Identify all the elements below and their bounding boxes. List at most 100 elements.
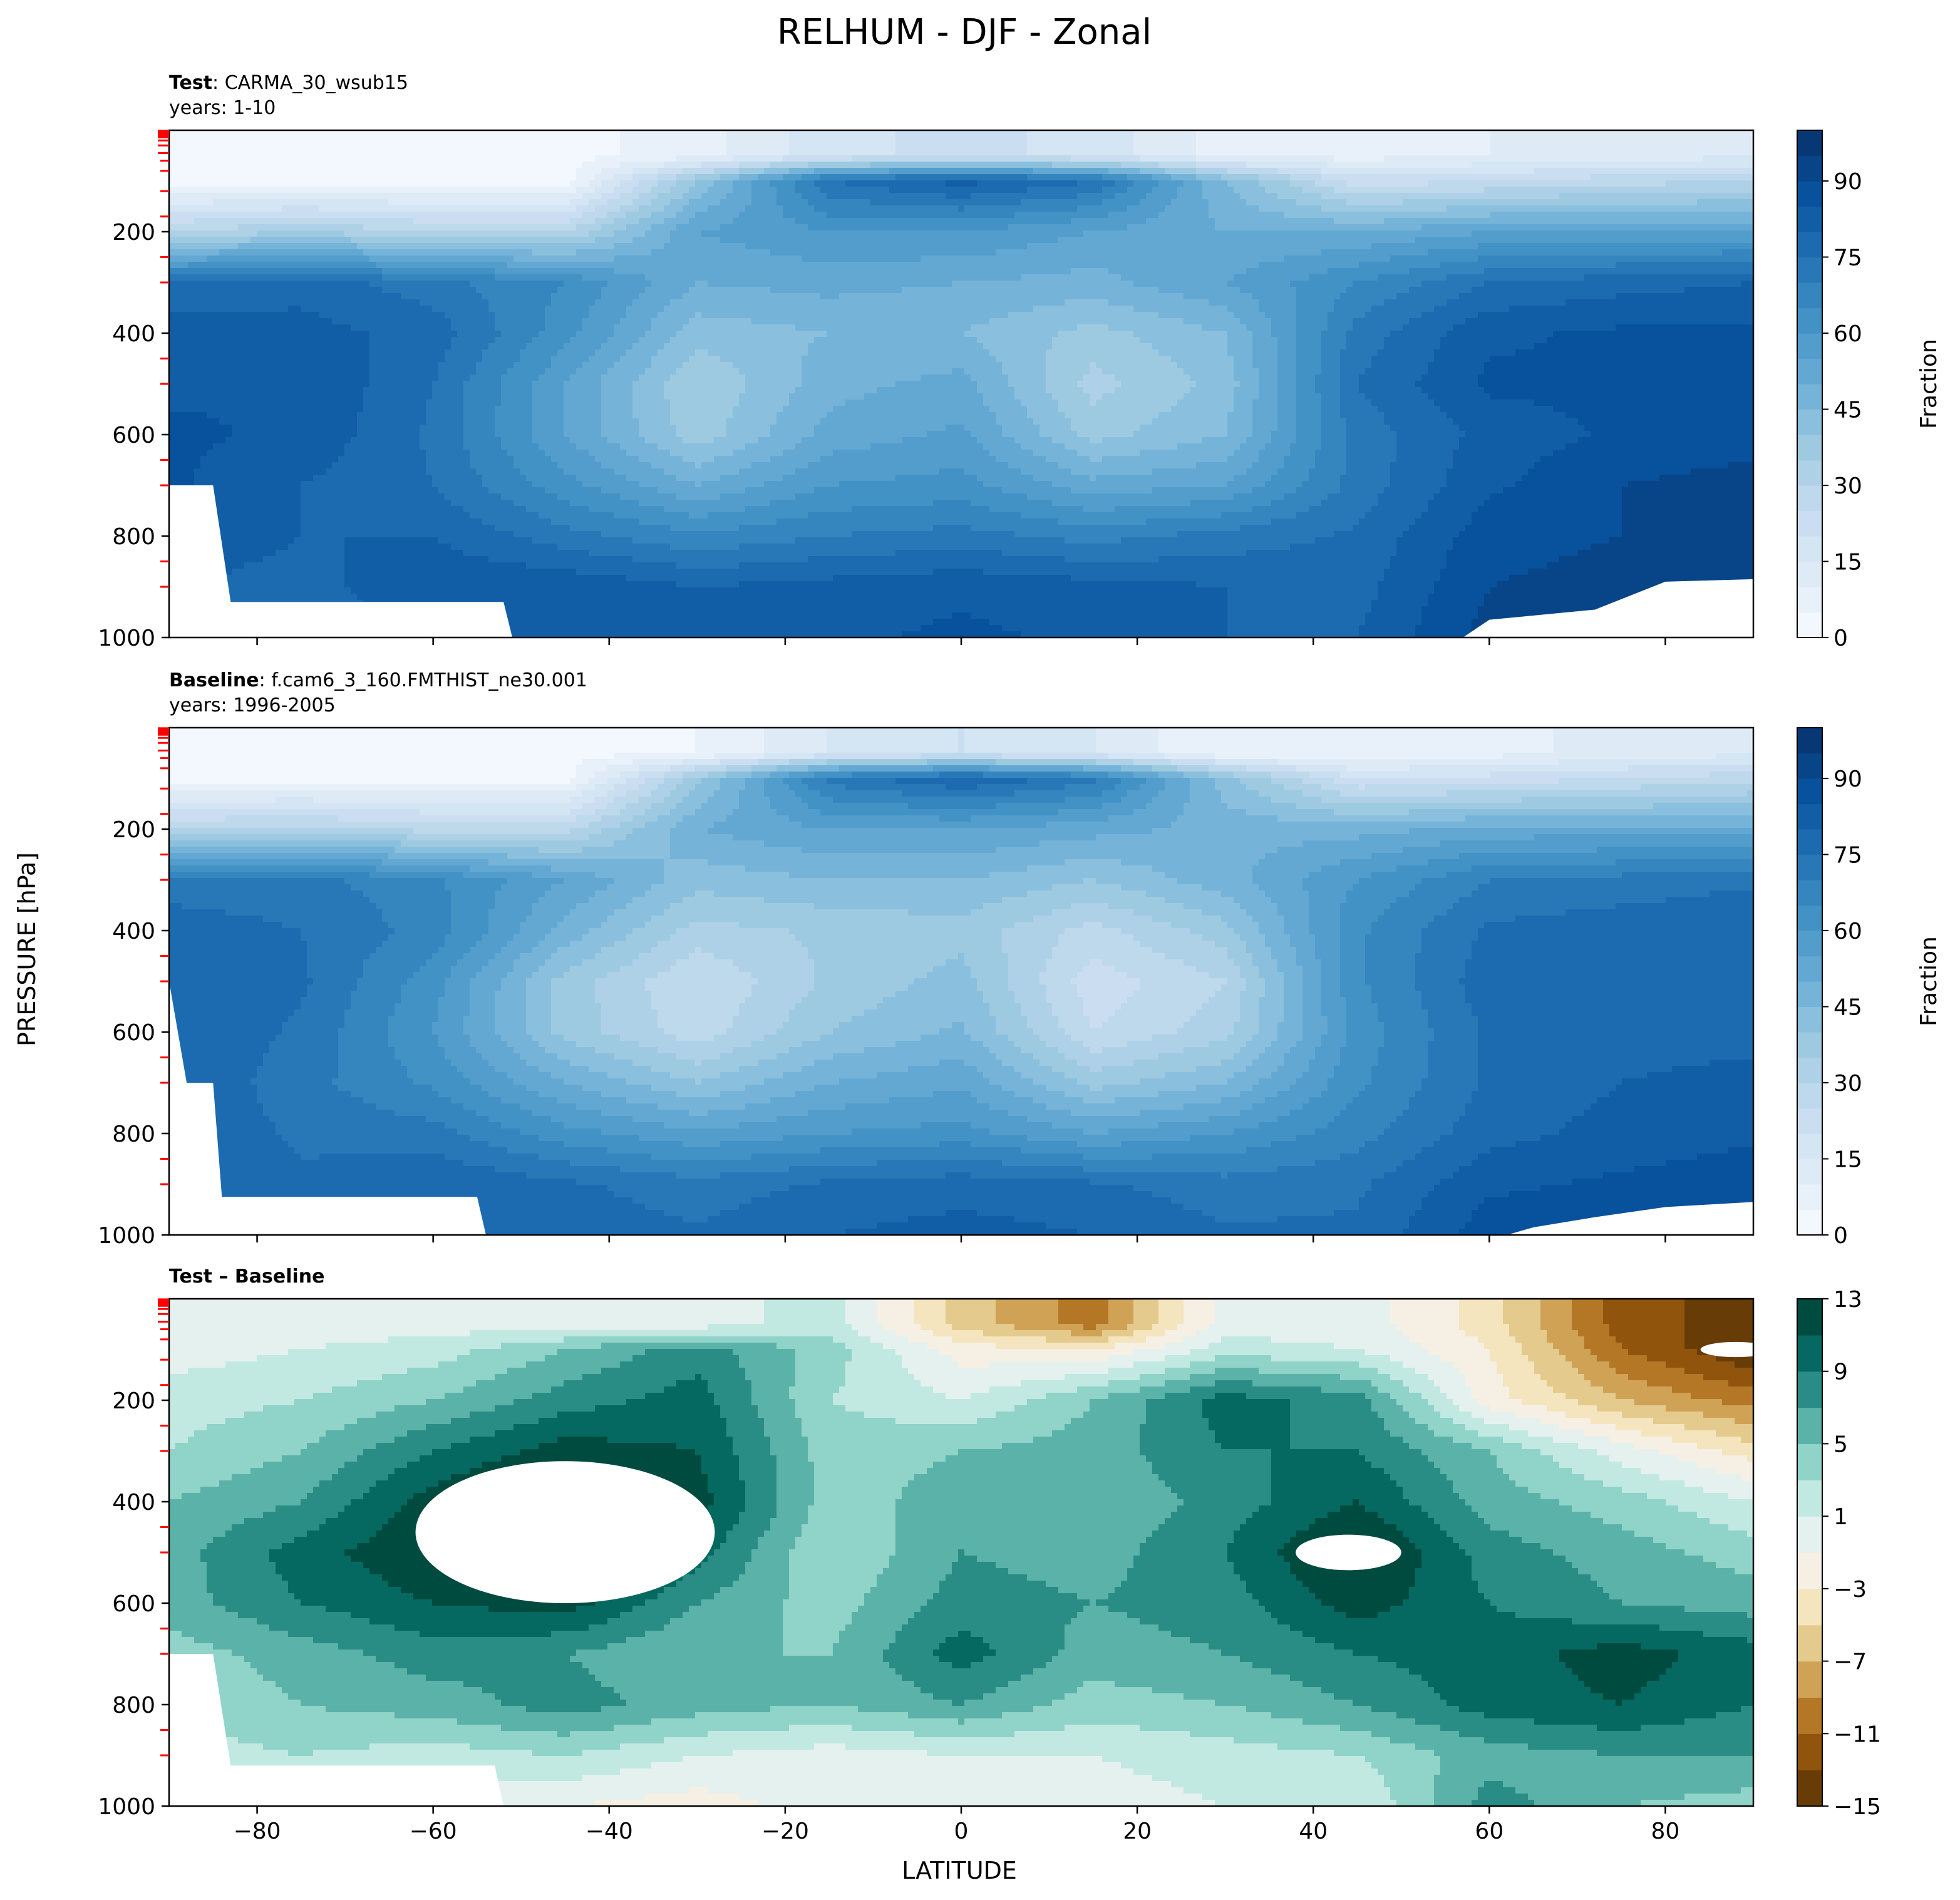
contour-cell xyxy=(200,149,207,156)
contour-cell xyxy=(971,143,977,150)
contour-cell xyxy=(401,168,408,175)
contour-cell xyxy=(714,168,721,175)
contour-cell xyxy=(1434,187,1441,194)
contour-cell xyxy=(557,174,564,181)
contour-cell xyxy=(1559,243,1566,250)
contour-cell xyxy=(1328,162,1334,168)
contour-cell xyxy=(802,243,808,250)
contour-cell xyxy=(269,237,276,244)
contour-cell xyxy=(645,199,652,206)
contour-cell xyxy=(914,168,921,175)
contour-cell xyxy=(933,237,940,244)
contour-cell xyxy=(1534,174,1541,181)
contour-cell xyxy=(1490,199,1497,206)
contour-cell xyxy=(1334,205,1341,212)
contour-cell xyxy=(200,180,207,187)
contour-cell xyxy=(1584,205,1591,212)
contour-cell xyxy=(827,212,833,219)
contour-cell xyxy=(1472,174,1478,181)
contour-cell xyxy=(1659,187,1666,194)
contour-cell xyxy=(1597,199,1604,206)
contour-cell xyxy=(776,193,783,200)
contour-cell xyxy=(908,237,915,244)
contour-cell xyxy=(313,155,320,162)
contour-cell xyxy=(363,149,370,156)
contour-cell xyxy=(802,218,808,225)
contour-cell xyxy=(1547,174,1554,181)
contour-cell xyxy=(1409,130,1416,137)
contour-cell xyxy=(413,212,420,219)
contour-cell xyxy=(1277,180,1284,187)
contour-cell xyxy=(301,237,307,244)
contour-cell xyxy=(532,187,539,194)
contour-cell xyxy=(783,249,790,256)
contour-cell xyxy=(369,130,376,137)
contour-cell xyxy=(958,149,965,156)
contour-cell xyxy=(1703,143,1710,150)
contour-cell xyxy=(369,149,376,156)
contour-cell xyxy=(1484,230,1491,237)
contour-cell xyxy=(1328,180,1334,187)
contour-cell xyxy=(889,143,896,150)
contour-cell xyxy=(946,155,952,162)
contour-cell xyxy=(820,174,827,181)
contour-cell xyxy=(751,174,758,181)
contour-cell xyxy=(1252,149,1259,156)
contour-cell xyxy=(808,230,815,237)
contour-cell xyxy=(1609,137,1616,143)
contour-cell xyxy=(902,243,909,250)
contour-cell xyxy=(795,243,802,250)
contour-cell xyxy=(946,230,952,237)
contour-cell xyxy=(1653,168,1660,175)
contour-cell xyxy=(476,149,483,156)
contour-cell xyxy=(1371,162,1378,168)
contour-cell xyxy=(977,162,984,168)
contour-cell xyxy=(1428,243,1435,250)
contour-cell xyxy=(532,212,539,219)
contour-cell xyxy=(576,218,583,225)
contour-cell xyxy=(958,212,965,219)
contour-cell xyxy=(1616,193,1622,200)
contour-cell xyxy=(1434,143,1441,150)
contour-cell xyxy=(664,243,671,250)
contour-cell xyxy=(551,243,558,250)
contour-cell xyxy=(770,143,777,150)
contour-cell xyxy=(576,237,583,244)
contour-cell xyxy=(726,143,733,150)
contour-cell xyxy=(1465,180,1472,187)
contour-cell xyxy=(720,168,727,175)
contour-cell xyxy=(1478,130,1485,137)
contour-cell xyxy=(1728,137,1735,143)
contour-cell xyxy=(927,155,934,162)
contour-cell xyxy=(1302,193,1309,200)
contour-cell xyxy=(745,168,752,175)
contour-cell xyxy=(288,249,295,256)
contour-cell xyxy=(1102,168,1109,175)
contour-cell xyxy=(526,187,533,194)
contour-cell xyxy=(1634,174,1641,181)
contour-cell xyxy=(513,130,520,137)
contour-cell xyxy=(1396,174,1403,181)
contour-cell xyxy=(939,218,946,225)
contour-cell xyxy=(1459,199,1466,206)
contour-cell xyxy=(332,143,339,150)
contour-cell xyxy=(194,230,201,237)
contour-cell xyxy=(1177,237,1184,244)
contour-cell xyxy=(1716,174,1723,181)
contour-cell xyxy=(1647,205,1654,212)
contour-cell xyxy=(964,230,971,237)
contour-cell xyxy=(1065,224,1071,231)
contour-cell xyxy=(1490,205,1497,212)
contour-cell xyxy=(1227,193,1234,200)
contour-cell xyxy=(1133,237,1140,244)
contour-cell xyxy=(501,230,508,237)
contour-cell xyxy=(463,237,470,244)
contour-cell xyxy=(1177,143,1184,150)
contour-cell xyxy=(614,199,621,206)
contour-cell xyxy=(1678,130,1685,137)
contour-cell xyxy=(939,130,946,137)
contour-cell xyxy=(1659,155,1666,162)
contour-cell xyxy=(895,130,902,137)
contour-cell xyxy=(664,137,671,143)
contour-cell xyxy=(726,199,733,206)
